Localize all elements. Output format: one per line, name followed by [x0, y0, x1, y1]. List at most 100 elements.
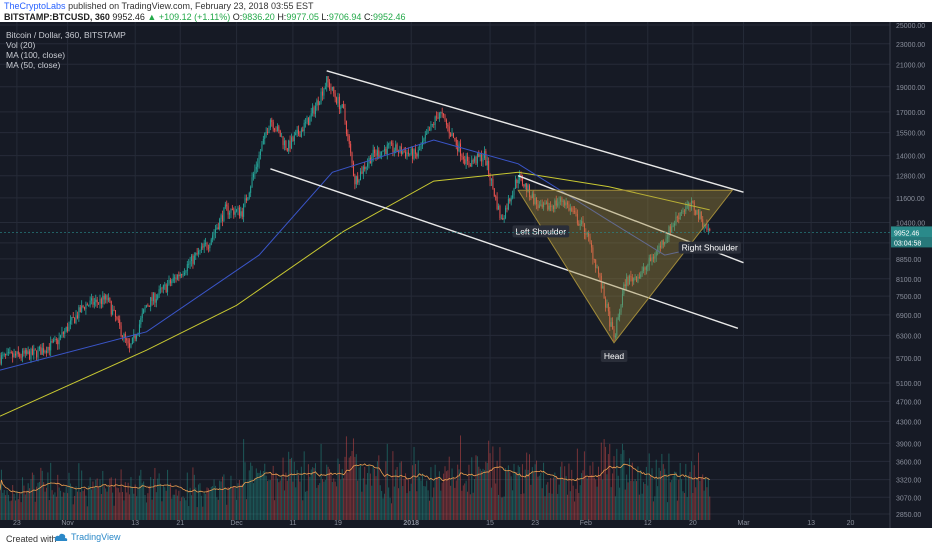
y-tick-label: 4700.00 — [896, 399, 921, 406]
candle-body — [552, 206, 554, 209]
candle-body — [423, 138, 425, 142]
candle-body — [627, 277, 629, 285]
chart-area[interactable]: 25000.00 23000.00 21000.00 19000.00 17000.00… — [0, 22, 932, 528]
candle-body — [437, 117, 439, 119]
candle-body — [672, 225, 674, 227]
volume-bar — [217, 499, 219, 520]
candle-body — [136, 335, 138, 339]
volume-bar — [651, 468, 653, 520]
volume-bar — [331, 482, 333, 520]
volume-bar — [617, 475, 619, 520]
candle-body — [578, 223, 580, 226]
volume-bar — [447, 470, 449, 520]
candle-body — [555, 200, 557, 206]
volume-bar — [340, 479, 342, 520]
candle-body — [206, 243, 208, 248]
volume-bar — [648, 453, 650, 520]
x-tick-label: Nov — [61, 520, 74, 527]
volume-bar — [512, 490, 514, 520]
volume-bar — [47, 472, 49, 520]
candle-body — [336, 97, 338, 104]
annotation-bg — [600, 349, 628, 362]
volume-bar — [405, 473, 407, 520]
volume-bar — [75, 486, 77, 520]
tradingview-label: TradingView — [71, 532, 121, 542]
candle-body — [58, 337, 60, 345]
volume-bar — [600, 442, 602, 520]
y-tick-label: 6900.00 — [896, 313, 921, 320]
candle-body — [122, 336, 124, 338]
volume-bar — [57, 474, 59, 520]
volume-bar — [609, 444, 611, 520]
legend-ma100[interactable]: MA (100, close) — [6, 50, 66, 60]
candle-body — [186, 264, 188, 272]
candle-body — [447, 124, 449, 127]
candle-body — [676, 216, 678, 218]
volume-bar — [372, 465, 374, 520]
volume-bar — [345, 436, 347, 520]
candle-body — [275, 129, 277, 131]
candle-body — [191, 255, 193, 261]
volume-bar — [306, 490, 308, 520]
volume-bar — [144, 495, 146, 520]
candle-body — [109, 297, 111, 302]
candle-body — [198, 250, 200, 254]
candle-body — [96, 299, 98, 303]
volume-bar — [260, 470, 262, 520]
candle-body — [189, 260, 191, 264]
candle-body — [260, 151, 262, 156]
candle-body — [262, 139, 264, 145]
candle-body — [257, 163, 259, 167]
candle-body — [68, 324, 70, 332]
tradingview-brand[interactable]: TradingView — [54, 532, 121, 542]
candle-body — [188, 263, 190, 265]
candle-body — [264, 132, 266, 140]
volume-bar — [637, 466, 639, 520]
volume-bar — [40, 467, 42, 520]
volume-bar — [272, 465, 274, 520]
y-tick-label: 17000.00 — [896, 110, 925, 117]
volume-bar — [48, 500, 50, 520]
candle-body — [312, 107, 314, 114]
candle-body — [261, 144, 263, 152]
candle-body — [538, 205, 540, 208]
candle-body — [581, 221, 583, 225]
volume-bar — [581, 473, 583, 520]
volume-bar — [112, 492, 114, 520]
candle-body — [360, 171, 361, 181]
candle-body — [626, 277, 628, 287]
chart-canvas[interactable]: 25000.00 23000.00 21000.00 19000.00 17000.00… — [0, 22, 932, 528]
y-tick-label: 21000.00 — [896, 62, 925, 69]
volume-bar — [352, 438, 354, 520]
volume-bar — [595, 479, 597, 520]
candle-body — [609, 311, 611, 327]
legend-ma50[interactable]: MA (50, close) — [6, 60, 61, 70]
publisher-name[interactable]: TheCryptoLabs — [4, 1, 66, 11]
candle-body — [640, 274, 642, 278]
candle-body — [524, 183, 526, 187]
volume-bar — [350, 456, 352, 520]
volume-bar — [540, 473, 542, 520]
candle-body — [210, 239, 212, 245]
candle-body — [579, 224, 581, 226]
candle-body — [229, 212, 231, 215]
volume-bar — [709, 496, 711, 520]
candle-body — [279, 130, 281, 137]
candle-body — [510, 197, 512, 202]
candle-body — [665, 238, 667, 242]
volume-bar — [305, 491, 307, 520]
volume-bar — [257, 472, 259, 520]
legend-vol[interactable]: Vol (20) — [6, 40, 36, 50]
candle-body — [634, 276, 636, 278]
published-text: published on TradingView.com, February 2… — [68, 1, 314, 11]
volume-bar — [226, 504, 228, 520]
candle-body — [476, 153, 478, 164]
candle-body — [707, 228, 709, 230]
volume-bar — [44, 491, 46, 520]
candle-body — [495, 196, 497, 198]
volume-bar — [659, 470, 661, 520]
volume-bar — [0, 469, 2, 520]
candle-body — [48, 346, 50, 351]
volume-bar — [683, 492, 685, 520]
volume-bar — [91, 489, 93, 520]
